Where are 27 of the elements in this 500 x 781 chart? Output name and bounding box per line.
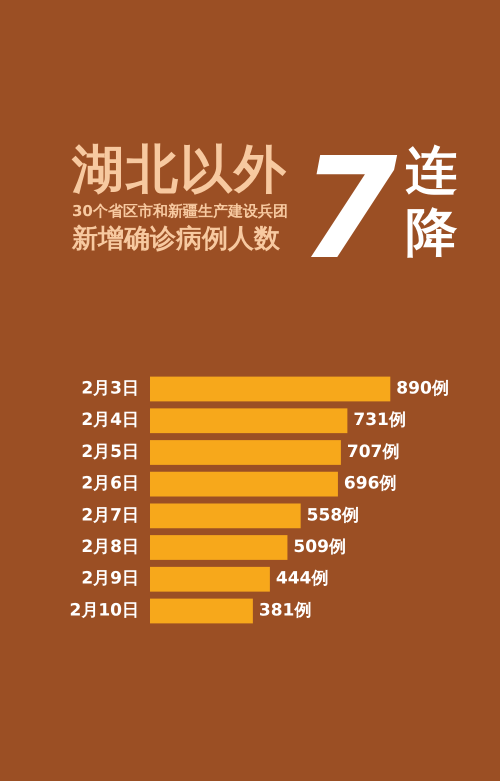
bar (150, 472, 338, 497)
data-label: 731例 (353, 410, 406, 430)
y-tick-label: 2月10日 (70, 600, 139, 620)
data-label: 381例 (258, 600, 312, 620)
y-tick-label: 2月3日 (81, 378, 139, 398)
data-label: 707例 (346, 442, 400, 462)
y-tick-label: 2月4日 (81, 410, 139, 430)
chart-subtitle: 30个省区市和新疆生产建设兵团 (72, 201, 289, 222)
data-label: 696例 (344, 474, 396, 494)
y-tick-label: 2月5日 (81, 442, 139, 462)
data-label: 558例 (306, 505, 360, 526)
bar (150, 598, 253, 624)
data-label: 444例 (276, 568, 328, 589)
data-label: 890例 (396, 378, 449, 398)
chart-title: 湖北以外 (72, 140, 289, 200)
bar (150, 408, 348, 434)
y-tick-label: 2月8日 (81, 536, 139, 557)
bar (150, 503, 301, 528)
bar (150, 440, 341, 465)
y-tick-label: 2月9日 (81, 568, 139, 589)
bar (150, 535, 288, 560)
data-label: 509例 (293, 536, 346, 557)
y-tick-label: 2月6日 (81, 474, 139, 494)
text: 新增确诊病例人数 (72, 223, 281, 256)
bar (150, 566, 270, 592)
y-tick-label: 2月7日 (81, 505, 139, 526)
bar (150, 376, 390, 402)
